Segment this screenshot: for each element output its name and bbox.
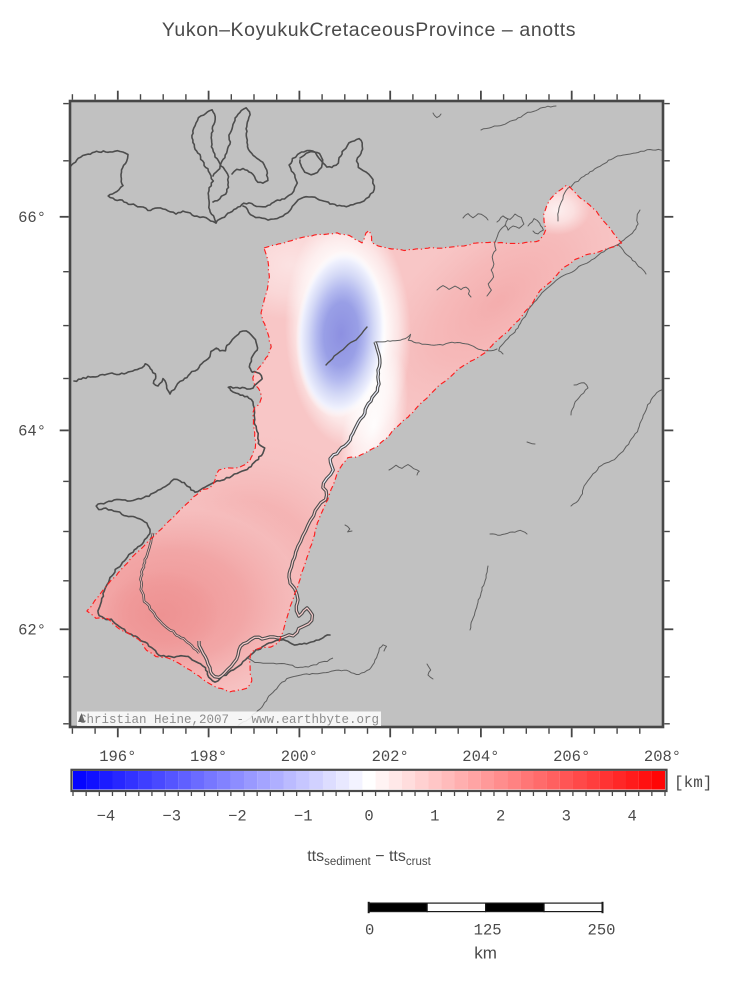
svg-text:64°: 64° xyxy=(18,422,46,440)
svg-text:km: km xyxy=(474,944,497,963)
svg-text:202°: 202° xyxy=(372,748,409,766)
svg-text:−2: −2 xyxy=(228,808,247,826)
svg-text:−1: −1 xyxy=(294,808,313,826)
svg-text:Yukon–KoyukukCretaceousProvinc: Yukon–KoyukukCretaceousProvince – anotts xyxy=(162,19,576,41)
svg-text:[km]: [km] xyxy=(674,774,712,792)
svg-text:250: 250 xyxy=(588,922,616,940)
svg-text:−3: −3 xyxy=(162,808,181,826)
svg-text:62°: 62° xyxy=(18,621,46,639)
svg-text:−4: −4 xyxy=(97,808,116,826)
svg-text:1: 1 xyxy=(430,808,439,826)
svg-text:204°: 204° xyxy=(462,748,499,766)
svg-text:2: 2 xyxy=(496,808,505,826)
svg-text:3: 3 xyxy=(562,808,571,826)
svg-text:196°: 196° xyxy=(99,748,136,766)
svg-text:206°: 206° xyxy=(553,748,590,766)
svg-text:Christian Heine,2007 - www.ear: Christian Heine,2007 - www.earthbyte.org xyxy=(79,713,379,727)
svg-text:0: 0 xyxy=(364,808,373,826)
svg-text:125: 125 xyxy=(474,922,502,940)
svg-text:208°: 208° xyxy=(644,748,681,766)
svg-text:4: 4 xyxy=(627,808,636,826)
svg-text:0: 0 xyxy=(365,922,374,940)
svg-text:198°: 198° xyxy=(190,748,227,766)
svg-text:200°: 200° xyxy=(281,748,318,766)
svg-text:66°: 66° xyxy=(18,209,46,227)
